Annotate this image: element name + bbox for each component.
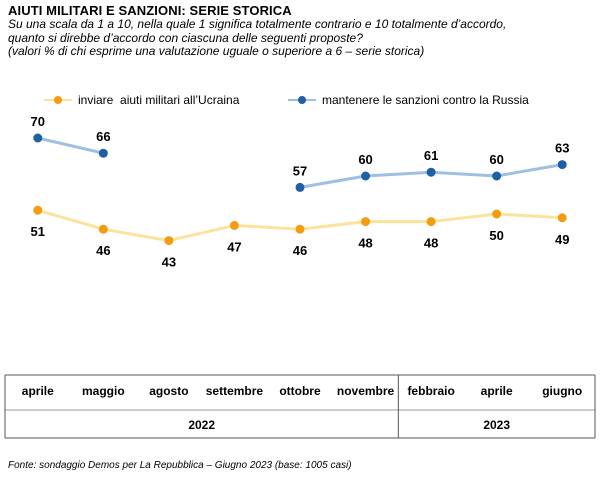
data-point-russia [98,148,108,158]
legend-item-russia: mantenere le sanzioni contro la Russia [288,93,529,107]
data-point-ucraina [557,213,567,223]
data-point-russia [33,133,43,143]
data-label-russia: 63 [555,141,569,156]
data-label-russia: 61 [424,148,438,163]
x-tick-label: maggio [82,384,125,398]
x-tick-label: aprile [481,384,513,398]
data-label-russia: 57 [293,163,307,178]
chart-title: AIUTI MILITARI E SANZIONI: SERIE STORICA [8,3,292,18]
data-point-ucraina [492,209,502,219]
data-point-ucraina [426,217,436,227]
x-tick-label: giugno [542,384,582,398]
data-point-russia [557,160,567,170]
data-point-russia [295,182,305,192]
data-point-ucraina [33,205,43,215]
data-point-ucraina [164,236,174,246]
data-label-ucraina: 46 [96,243,110,258]
data-label-ucraina: 48 [424,236,438,251]
data-label-ucraina: 50 [489,228,503,243]
data-label-russia: 70 [31,114,45,129]
data-label-russia: 66 [96,129,110,144]
data-label-ucraina: 49 [555,232,569,247]
x-tick-label: agosto [149,384,188,398]
data-label-russia: 60 [358,152,372,167]
data-point-ucraina [295,224,305,234]
legend-label-russia: mantenere le sanzioni contro la Russia [322,93,529,107]
data-point-russia [426,167,436,177]
source-note: Fonte: sondaggio Demos per La Repubblica… [8,460,352,471]
x-tick-label: ottobre [279,384,321,398]
data-label-ucraina: 47 [227,239,241,254]
legend-swatch-ucraina [44,96,72,104]
year-label: 2022 [188,418,215,432]
x-tick-label: settembre [206,384,264,398]
legend-item-ucraina: inviare aiuti militari all’Ucraina [44,93,239,107]
data-point-ucraina [229,220,239,230]
data-point-ucraina [98,224,108,234]
legend-label-ucraina: inviare aiuti militari all’Ucraina [78,93,240,107]
x-tick-label: novembre [337,384,395,398]
chart-subtitle: Su una scala da 1 a 10, nella quale 1 si… [8,17,507,58]
data-label-ucraina: 48 [358,236,372,251]
year-label: 2023 [483,418,510,432]
legend-swatch-russia [288,96,316,104]
x-tick-label: febbraio [407,384,454,398]
x-tick-label: aprile [22,384,54,398]
data-point-russia [361,171,371,181]
data-point-russia [492,171,502,181]
data-label-ucraina: 43 [162,255,176,270]
data-label-russia: 60 [489,152,503,167]
data-point-ucraina [361,217,371,227]
series-line-russia [37,136,104,155]
data-label-ucraina: 51 [31,224,45,239]
data-label-ucraina: 46 [293,243,307,258]
